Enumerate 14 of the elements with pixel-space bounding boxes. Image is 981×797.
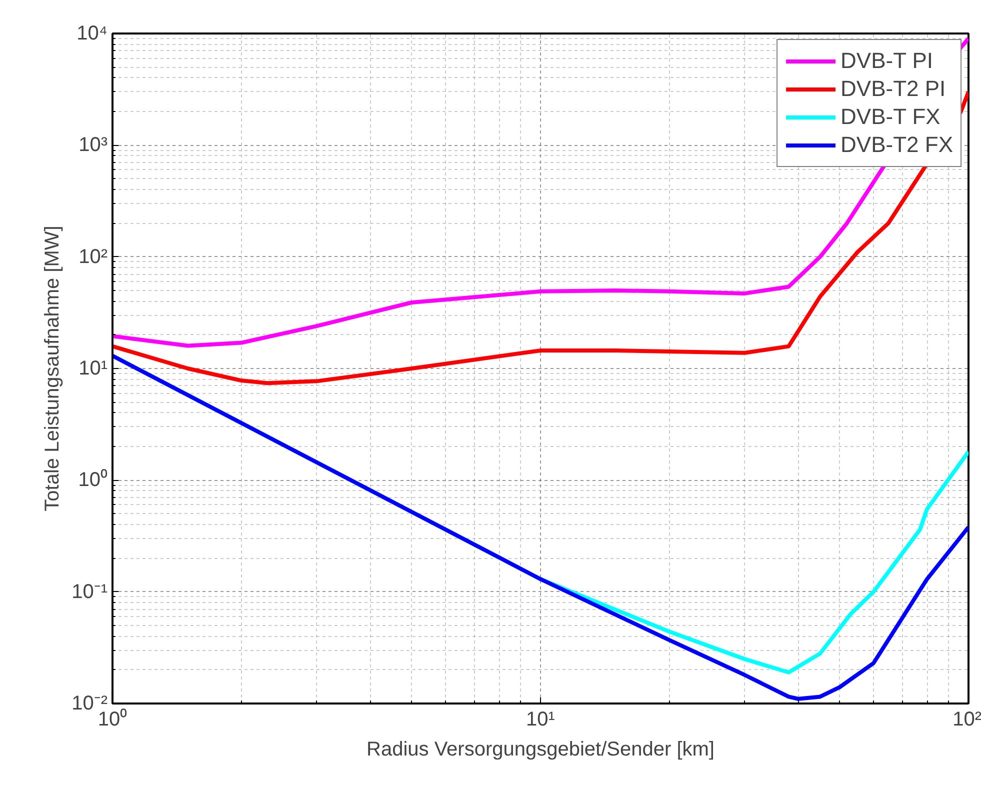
legend-label: DVB-T2 PI (840, 76, 946, 102)
legend-label: DVB-T PI (840, 48, 934, 74)
y-tick-label: 10⁴ (76, 22, 108, 44)
y-tick-label: 10³ (78, 134, 108, 156)
y-tick-label: 10⁰ (78, 468, 108, 492)
x-axis-title: Radius Versorgungsgebiet/Sender [km] (366, 738, 714, 760)
y-tick-label: 10⁻¹ (72, 580, 108, 603)
y-tick-label: 10² (78, 246, 108, 268)
x-tick-label: 10² (952, 708, 981, 730)
x-tick-label: 10¹ (526, 708, 556, 730)
legend-label: DVB-T FX (840, 104, 940, 130)
legend-label: DVB-T2 FX (840, 132, 953, 158)
y-axis-title: Totale Leistungsaufnahme [MW] (42, 226, 64, 512)
y-tick-label: 10¹ (78, 358, 108, 380)
